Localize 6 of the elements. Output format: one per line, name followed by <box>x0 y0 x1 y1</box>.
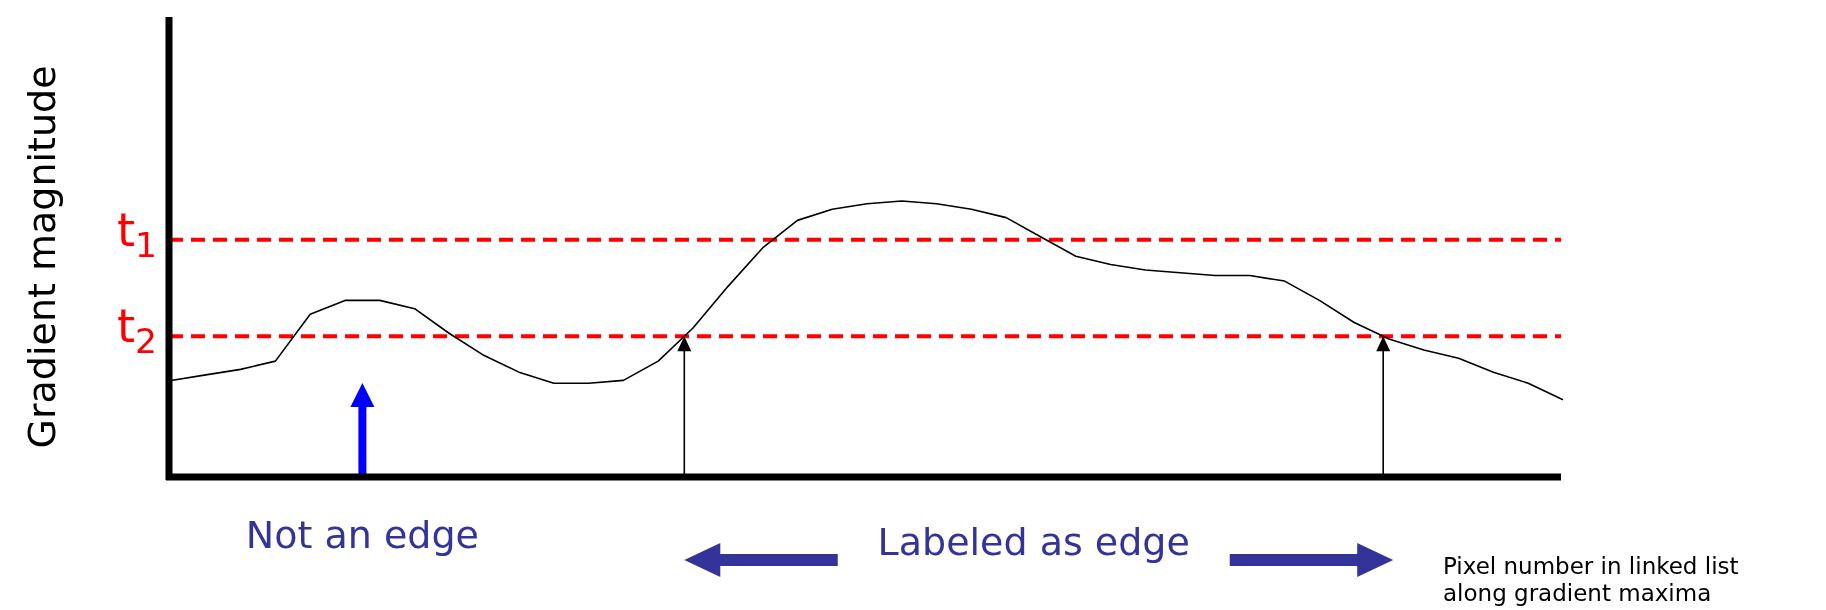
text: Not an edge <box>245 513 479 557</box>
ref-line-label: t$_{2}$ <box>117 299 157 361</box>
text: Labeled as edge <box>877 520 1190 564</box>
x-axis-title: Pixel number in linked list along gradient maxima <box>1443 553 1739 606</box>
y-axis-title: Gradient magnitude <box>20 65 64 449</box>
ref-line-label: t$_{1}$ <box>117 202 157 265</box>
